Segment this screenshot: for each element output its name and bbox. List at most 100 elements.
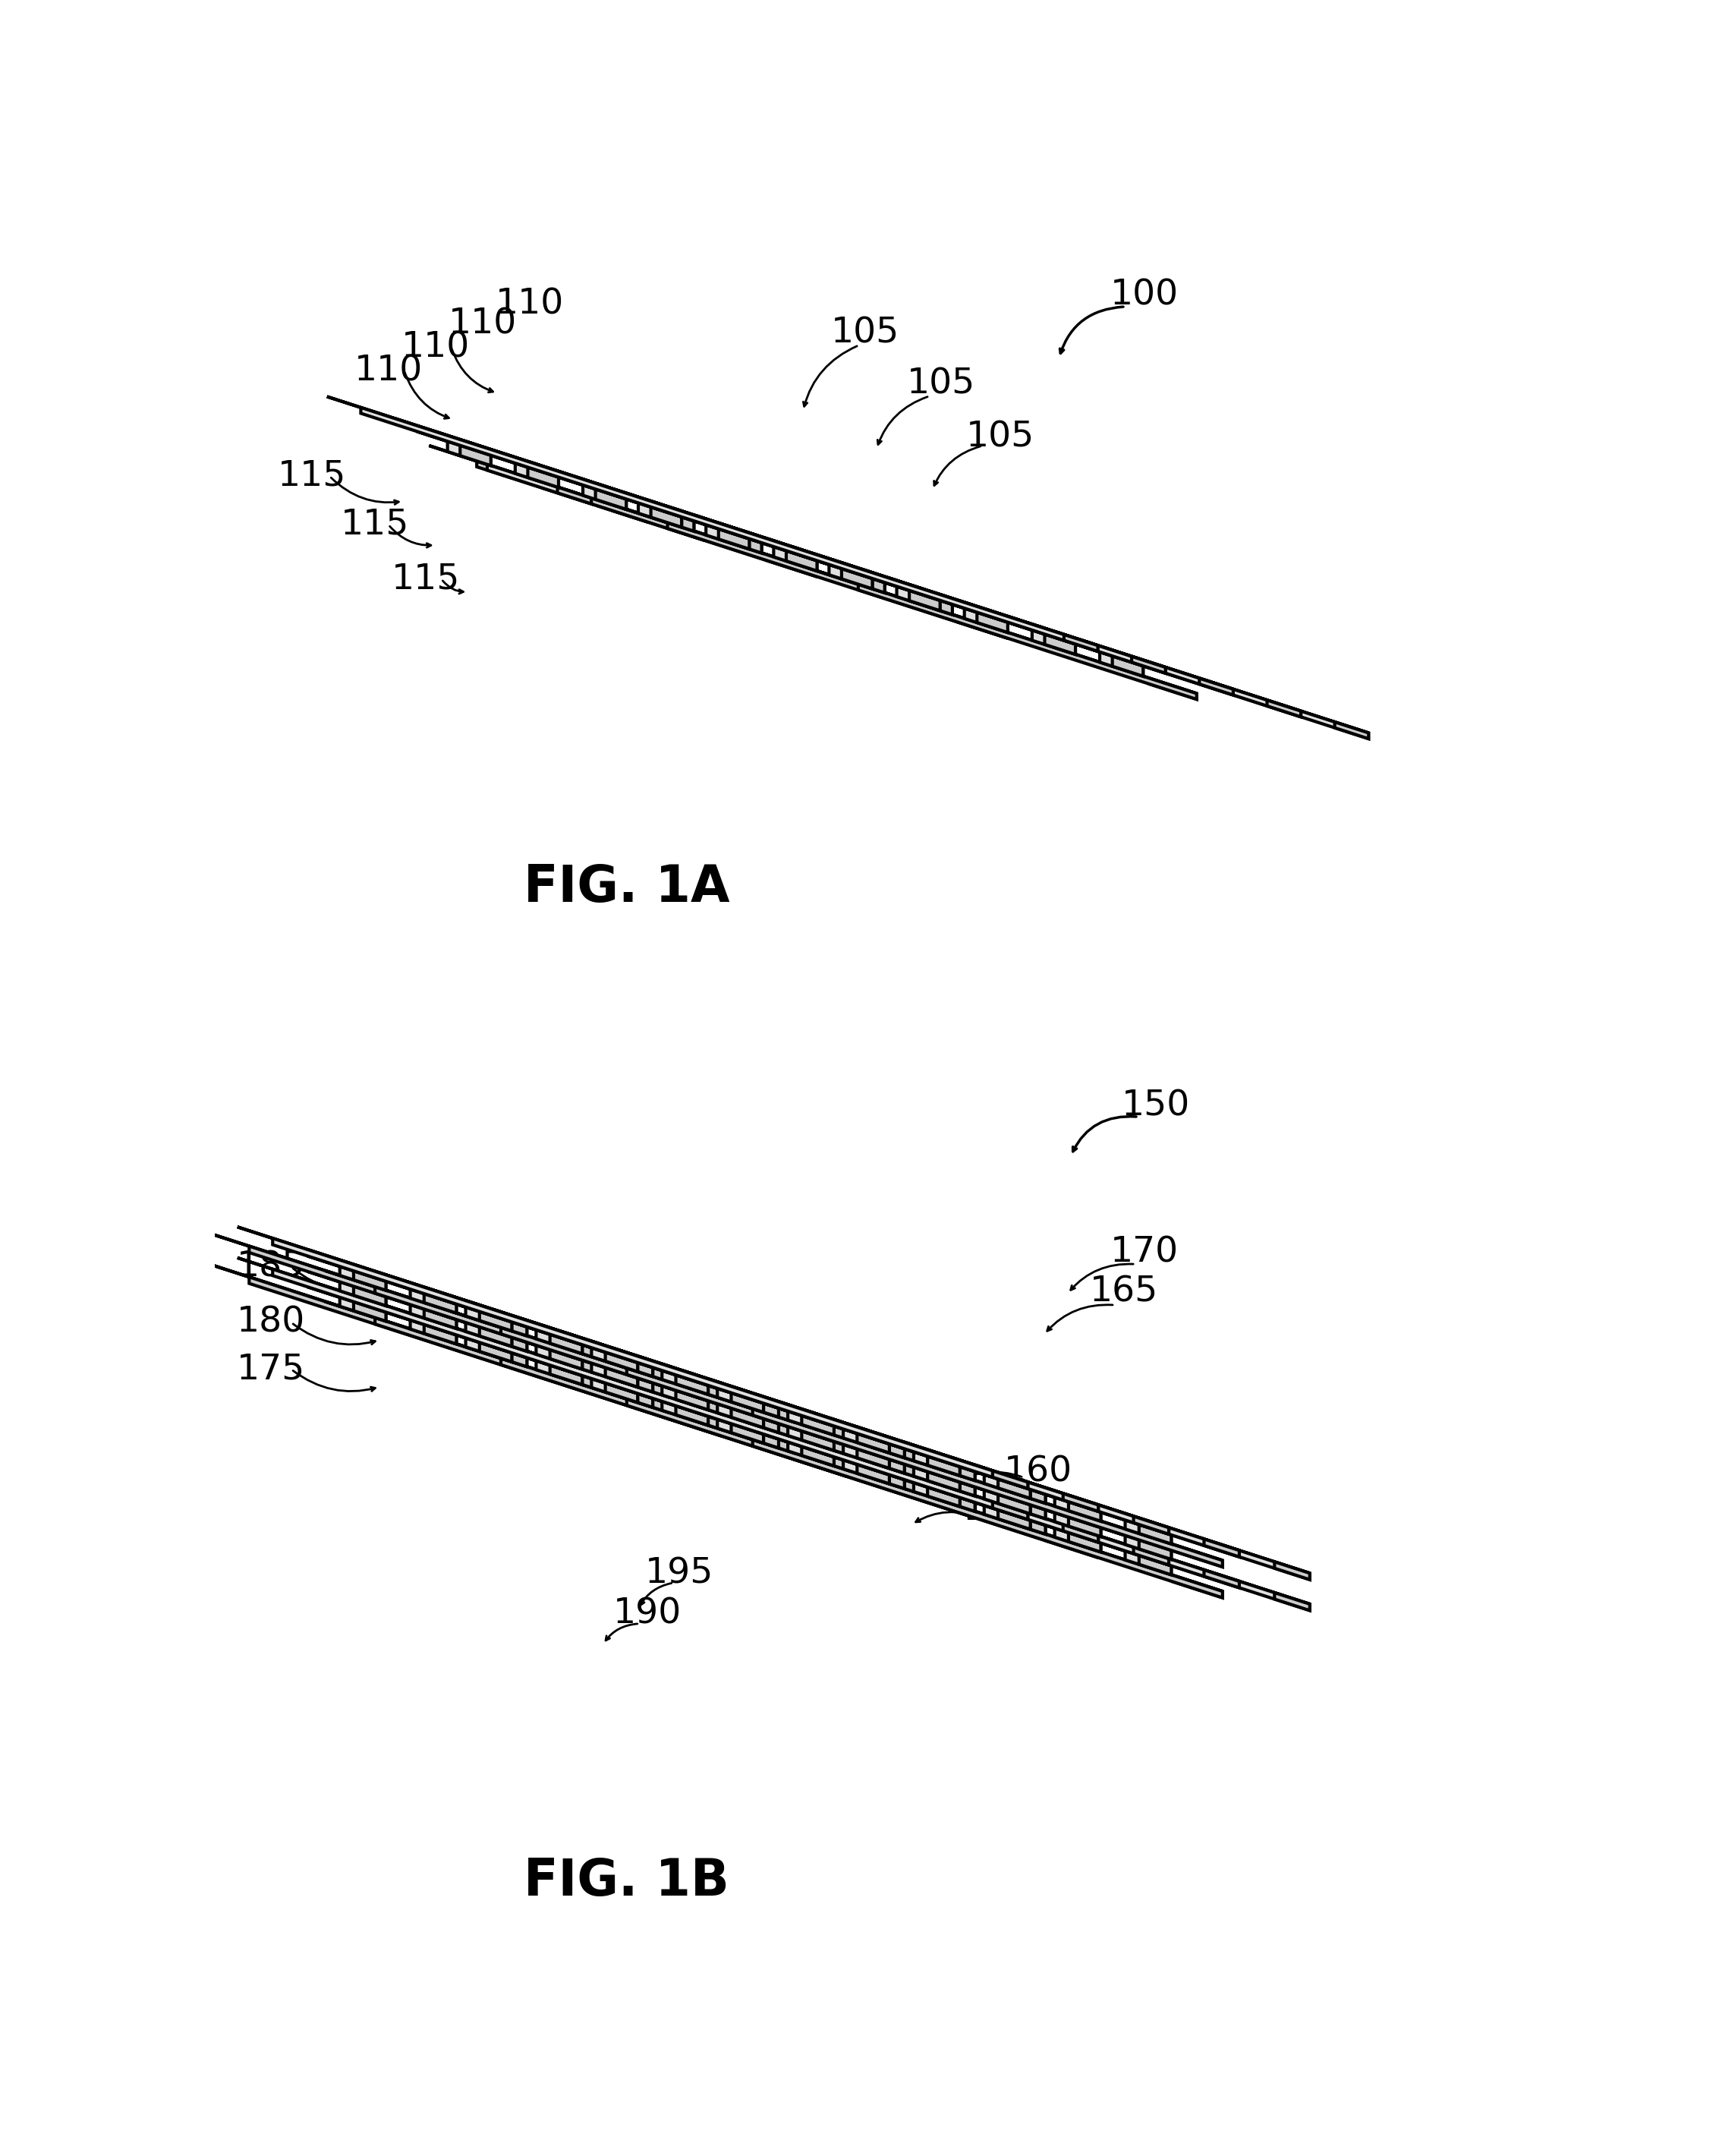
Text: 110: 110 (401, 330, 469, 364)
Polygon shape (731, 1423, 763, 1442)
Polygon shape (504, 1319, 583, 1345)
Polygon shape (717, 1419, 763, 1442)
Polygon shape (756, 1401, 834, 1425)
Polygon shape (717, 1404, 763, 1427)
Polygon shape (354, 1270, 387, 1289)
Polygon shape (762, 1419, 794, 1438)
Polygon shape (645, 1365, 724, 1391)
Polygon shape (732, 1393, 779, 1416)
Polygon shape (878, 580, 952, 604)
Polygon shape (273, 1238, 1028, 1488)
Polygon shape (1062, 1524, 1098, 1542)
Polygon shape (621, 1356, 653, 1376)
Polygon shape (480, 1343, 512, 1363)
Polygon shape (817, 1421, 849, 1440)
Polygon shape (811, 1434, 889, 1460)
Polygon shape (308, 1281, 1098, 1535)
Polygon shape (715, 1404, 794, 1429)
Polygon shape (1140, 1524, 1171, 1544)
Polygon shape (590, 1363, 669, 1388)
Polygon shape (858, 1434, 904, 1457)
Polygon shape (1203, 1570, 1239, 1587)
Polygon shape (753, 1440, 1222, 1598)
Polygon shape (629, 1391, 708, 1416)
Polygon shape (631, 496, 1368, 740)
Polygon shape (476, 461, 815, 576)
Polygon shape (968, 1483, 1045, 1509)
Text: FIG. 1B: FIG. 1B (524, 1856, 729, 1906)
Polygon shape (770, 1406, 849, 1432)
Polygon shape (909, 591, 940, 610)
Polygon shape (1055, 1496, 1100, 1522)
Polygon shape (1334, 722, 1368, 740)
Polygon shape (481, 1328, 528, 1352)
Polygon shape (844, 1460, 889, 1483)
Polygon shape (746, 1412, 779, 1432)
Polygon shape (574, 1343, 653, 1367)
Polygon shape (621, 1373, 653, 1393)
Polygon shape (598, 483, 1368, 733)
Polygon shape (887, 1460, 920, 1479)
Text: 110: 110 (354, 354, 423, 388)
Polygon shape (378, 1279, 457, 1304)
Polygon shape (425, 1324, 457, 1343)
Polygon shape (528, 468, 559, 487)
Polygon shape (652, 507, 682, 528)
Polygon shape (559, 1337, 638, 1363)
Polygon shape (340, 1266, 387, 1289)
Polygon shape (999, 1479, 1030, 1498)
Polygon shape (743, 537, 817, 561)
Polygon shape (591, 1363, 638, 1386)
Polygon shape (703, 1393, 1222, 1561)
Polygon shape (462, 440, 1233, 690)
Polygon shape (495, 1317, 528, 1337)
Polygon shape (748, 1429, 794, 1453)
Polygon shape (340, 1283, 387, 1307)
Polygon shape (1012, 1498, 1045, 1518)
Polygon shape (466, 1339, 512, 1363)
Polygon shape (536, 1330, 583, 1354)
Polygon shape (992, 1501, 1028, 1520)
Polygon shape (700, 1399, 779, 1423)
Polygon shape (1064, 634, 1098, 651)
Polygon shape (509, 472, 646, 515)
Polygon shape (676, 1376, 708, 1395)
Polygon shape (564, 489, 701, 535)
Polygon shape (629, 1376, 708, 1401)
Polygon shape (1069, 1503, 1100, 1522)
Polygon shape (1112, 655, 1143, 677)
Polygon shape (662, 1401, 708, 1425)
Polygon shape (607, 494, 682, 517)
Polygon shape (449, 1332, 528, 1358)
Polygon shape (762, 1434, 794, 1453)
Polygon shape (841, 569, 885, 593)
Polygon shape (249, 1276, 719, 1436)
Polygon shape (461, 446, 492, 466)
Polygon shape (485, 1337, 1239, 1587)
Polygon shape (921, 595, 952, 614)
Polygon shape (748, 1414, 794, 1438)
Polygon shape (957, 617, 1006, 638)
Polygon shape (450, 1341, 971, 1509)
Polygon shape (327, 397, 1098, 645)
Polygon shape (928, 1488, 975, 1511)
Polygon shape (237, 1227, 1028, 1481)
Text: 195: 195 (645, 1557, 713, 1591)
Polygon shape (627, 1399, 1097, 1557)
Polygon shape (552, 1335, 598, 1358)
Polygon shape (481, 1313, 528, 1337)
Polygon shape (375, 1317, 846, 1477)
Polygon shape (688, 520, 762, 543)
Polygon shape (787, 1427, 834, 1451)
Polygon shape (842, 569, 872, 589)
Polygon shape (774, 548, 817, 571)
Polygon shape (590, 1378, 669, 1404)
Polygon shape (433, 1328, 512, 1352)
Polygon shape (992, 1470, 1028, 1488)
Polygon shape (1131, 655, 1165, 673)
Polygon shape (669, 1382, 719, 1404)
Polygon shape (595, 489, 626, 509)
Polygon shape (731, 1393, 763, 1412)
Polygon shape (676, 1406, 708, 1425)
Polygon shape (433, 1313, 512, 1337)
